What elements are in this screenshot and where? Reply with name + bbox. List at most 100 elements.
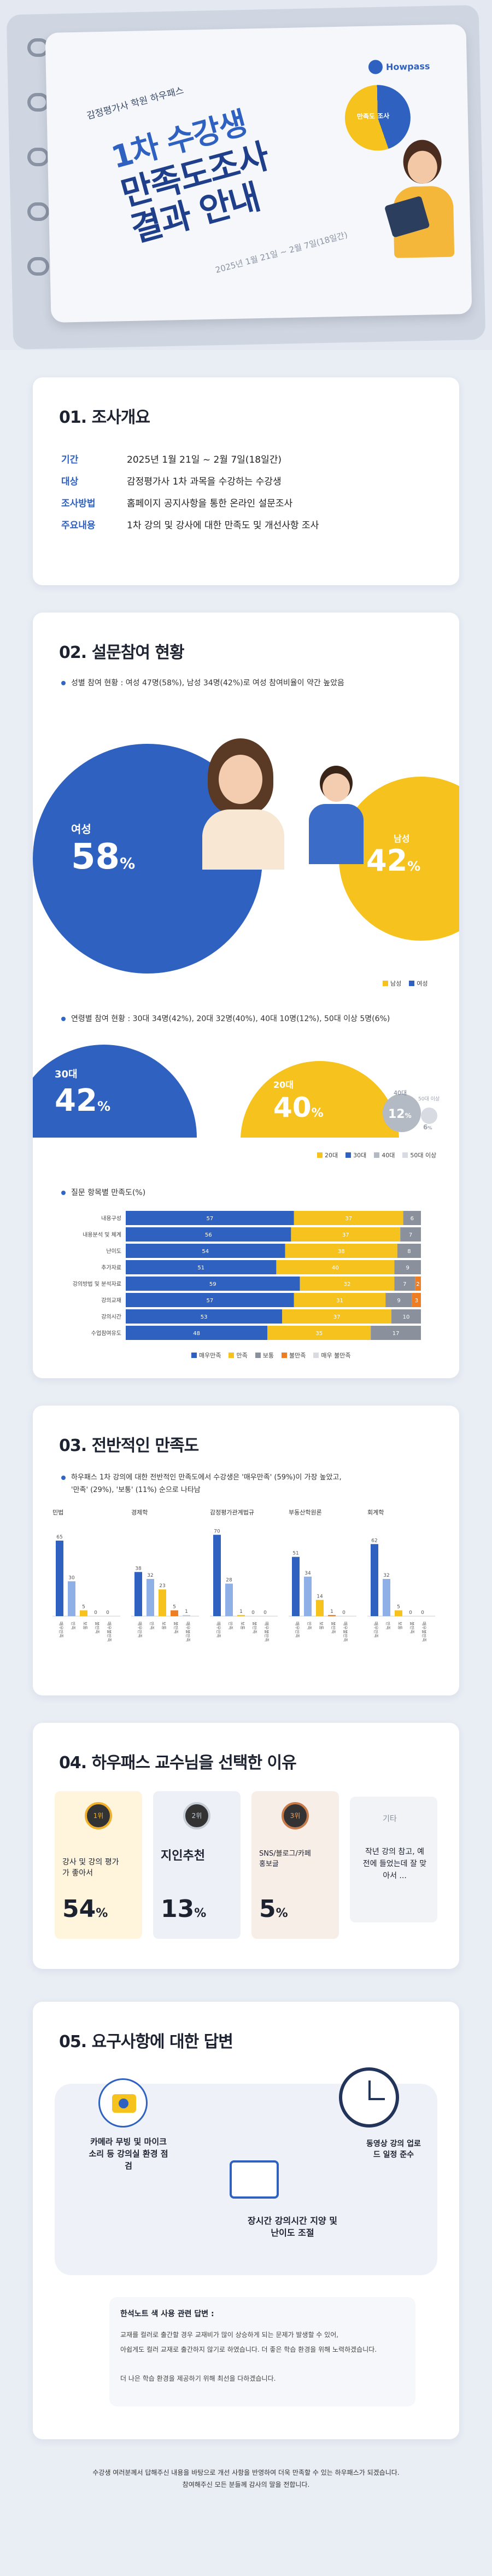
panel-value-label: 1 [330, 1609, 333, 1615]
panel-value-label: 0 [251, 1610, 255, 1616]
feedback-line-3: 더 나은 학습 환경을 제공하기 위해 최선을 다하겠습니다. [120, 2375, 276, 2382]
sat-value-label: 48 [193, 1331, 200, 1337]
feedback-title: 한석노트 색 사용 관련 답변 : [120, 2310, 214, 2318]
overview-row: 기간 2025년 1월 21일 ~ 2월 7일(18일간) [61, 454, 282, 465]
sat-bar-segment [391, 1309, 421, 1324]
panel-category-label: 보통 [240, 1622, 245, 1630]
panel-bar [134, 1572, 142, 1616]
panel-category-label: 매우불만족 [107, 1622, 112, 1642]
hero-illustration-person [384, 139, 460, 261]
overall-note-1: 하우패스 1차 강의에 대한 전반적인 만족도에서 수강생은 '매우만족' (5… [61, 1471, 342, 1482]
sat-value-label: 37 [345, 1216, 352, 1222]
section-title: 04. 하우패스 교수님을 선택한 이유 [59, 1753, 297, 1773]
panel-bar [56, 1540, 63, 1616]
panel-value-label: 32 [383, 1573, 389, 1578]
panel-bar [395, 1610, 402, 1616]
age-30-label: 30대 [55, 1069, 78, 1080]
panel-value-label: 5 [82, 1604, 85, 1610]
panel-category-label: 보통 [397, 1622, 402, 1630]
sat-category-label: 내용구성 [101, 1215, 121, 1222]
brand-name: Howpass [385, 60, 430, 72]
section-title: 01. 조사개요 [59, 408, 150, 427]
panel-bar [68, 1581, 75, 1616]
section-participation: 02. 설문참여 현황 성별 참여 현황 : 여성 47명(58%), 남성 3… [33, 613, 459, 1378]
illustration-woman [197, 738, 290, 870]
sat-value-label: 32 [344, 1281, 351, 1287]
panel-bar [147, 1579, 154, 1616]
sat-value-label: 53 [201, 1314, 208, 1320]
hero: Howpass 감정평가사 학원 하우패스 1차 수강생 만족도조사 결과 안내… [0, 0, 492, 350]
panel-title: 부동산학원론 [289, 1509, 322, 1516]
sat-value-label: 2 [416, 1281, 419, 1287]
sat-bar-segment [126, 1211, 294, 1225]
sat-category-label: 추가자료 [101, 1264, 121, 1271]
brand-logo: Howpass [368, 59, 430, 74]
answer-bubble-2: 장시간 강의시간 지양 및 난이도 조절 [248, 2216, 337, 2238]
sat-value-label: 51 [197, 1265, 204, 1271]
panel-value-label: 1 [239, 1609, 243, 1615]
panel-value-label: 38 [135, 1566, 142, 1571]
gender-legend: 남성 여성 [383, 979, 428, 988]
reason-text: 강사 및 강의 평가가 좋아서 [62, 1858, 119, 1878]
panel-category-label: 매우불만족 [343, 1622, 348, 1642]
sat-bar-segment [291, 1227, 401, 1242]
sat-value-label: 3 [415, 1298, 418, 1304]
sat-category-label: 난이도 [106, 1248, 121, 1255]
sat-value-label: 57 [207, 1298, 214, 1304]
panel-category-label: 매우불만족 [264, 1622, 270, 1642]
reason-rank-label: 기타 [383, 1815, 397, 1823]
feedback-line-2: 아쉽게도 컬러 교재로 출간하지 않기로 하였습니다. 더 좋은 학습 환경을 … [120, 2346, 377, 2353]
panel-value-label: 14 [317, 1594, 323, 1599]
panel-value-label: 70 [214, 1529, 220, 1534]
sat-bar-segment [126, 1293, 294, 1307]
panel-value-label: 51 [292, 1551, 298, 1557]
sat-value-label: 31 [336, 1298, 343, 1304]
sat-bar-segment [126, 1227, 291, 1242]
sat-bar-segment [285, 1244, 397, 1258]
gender-female-value: 58% [71, 837, 136, 877]
gender-male-label: 남성 [394, 834, 410, 844]
footer-line-2: 참여해주신 모든 분들께 감사의 말을 전합니다. [182, 2481, 310, 2488]
panel-bar [213, 1535, 221, 1616]
panel-value-label: 5 [173, 1604, 176, 1610]
sat-bar-segment [400, 1227, 421, 1242]
sat-bar-segment [403, 1211, 421, 1225]
panel-category-label: 불만족 [252, 1622, 257, 1634]
reason-text: 작년 강의 참고, 예전에 들었는데 잘 맞아서 ... [362, 1848, 427, 1880]
panel-category-label: 불만족 [409, 1622, 415, 1634]
sat-value-label: 54 [202, 1249, 209, 1255]
panel-category-label: 만족 [228, 1622, 233, 1630]
sat-bar-segment [415, 1277, 421, 1291]
rank-medal: 1위 [85, 1802, 112, 1829]
hero-panel: Howpass 감정평가사 학원 하우패스 1차 수강생 만족도조사 결과 안내… [45, 24, 472, 323]
section-overview: 01. 조사개요 기간 2025년 1월 21일 ~ 2월 7일(18일간) 대… [33, 377, 459, 585]
sat-value-label: 6 [411, 1216, 414, 1222]
panel-category-label: 매우만족 [137, 1622, 142, 1637]
sat-category-label: 수업참여유도 [91, 1330, 121, 1337]
section-overall: 03. 전반적인 만족도 하우패스 1차 강의에 대한 전반적인 만족도에서 수… [33, 1406, 459, 1695]
reason-card-2: 2위 지인추천 13% [153, 1791, 241, 1939]
sat-bar-segment [394, 1260, 421, 1274]
footer: 수강생 여러분께서 답해주신 내용을 바탕으로 개선 사항을 반영하여 더욱 만… [0, 2467, 492, 2491]
age-40-shape [383, 1094, 421, 1132]
rank-medal: 2위 [183, 1802, 210, 1829]
age-40-label: 40대 [394, 1089, 407, 1097]
panel-value-label: 5 [397, 1604, 400, 1610]
panel-bar [171, 1610, 178, 1616]
section-title: 03. 전반적인 만족도 [59, 1436, 199, 1455]
reason-pct: 54% [62, 1895, 108, 1923]
panel-value-label: 0 [342, 1610, 345, 1616]
panel-category-label: 불만족 [173, 1622, 179, 1634]
panel-category-label: 만족 [71, 1622, 75, 1630]
panel-bar [328, 1615, 336, 1616]
panel-title: 회계학 [367, 1509, 384, 1516]
illustration-man [306, 766, 366, 864]
age-30-value: 42% [55, 1083, 110, 1118]
reason-card-4: 기타 작년 강의 참고, 예전에 들었는데 잘 맞아서 ... [350, 1797, 437, 1922]
sat-value-label: 37 [333, 1314, 341, 1320]
sat-value-label: 8 [407, 1249, 411, 1255]
age-40-value: 12% [388, 1108, 412, 1121]
footer-line-1: 수강생 여러분께서 답해주신 내용을 바탕으로 개선 사항을 반영하여 더욱 만… [92, 2469, 400, 2476]
panel-title: 민법 [52, 1509, 63, 1516]
